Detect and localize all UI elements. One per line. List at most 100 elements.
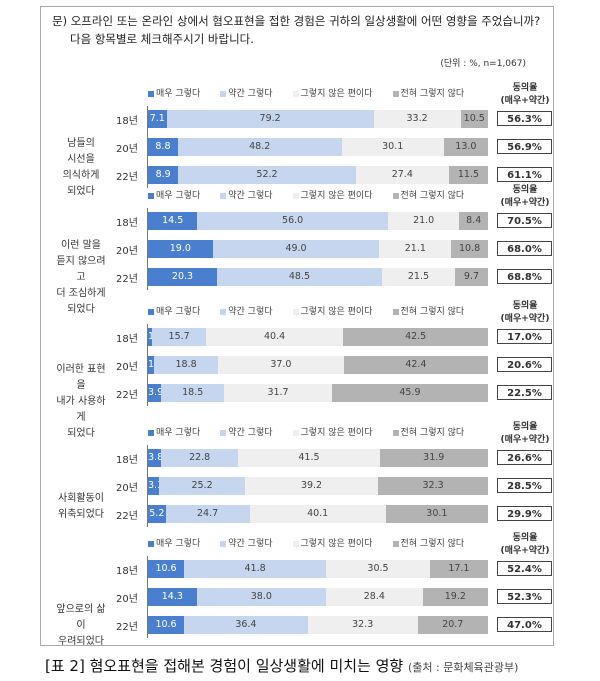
agree-header: 동의율 (매우+약간) xyxy=(494,300,556,326)
stacked-bar: 7.1 79.2 33.2 10.5 xyxy=(148,110,488,128)
category-label: 이러한 표현을 내가 사용하게 되었다 xyxy=(52,362,110,442)
stacked-bar: 20.3 48.5 21.5 9.7 xyxy=(148,268,488,286)
category-label-line: 더 조심하게 xyxy=(56,288,106,299)
year-label: 22년 xyxy=(116,390,138,401)
bar-segment: 30.1 xyxy=(385,505,488,523)
category-label-line: 되었다 xyxy=(67,304,95,315)
legend-item: 그렇지 않은 편이다 xyxy=(292,304,373,317)
legend-swatch xyxy=(292,90,299,97)
legend-swatch xyxy=(292,540,299,547)
bar-segment: 42.5 xyxy=(343,328,488,346)
bar-segment: 17.1 xyxy=(429,560,488,578)
agree-rate-box: 56.3% xyxy=(497,111,552,126)
question-line-1: 문) 오프라인 또는 온라인 상에서 혐오표현을 접한 경험은 귀하의 일상생활… xyxy=(52,14,541,28)
agree-rate-box: 68.0% xyxy=(497,241,552,256)
legend: 매우 그렇다 약간 그렇다 그렇지 않은 편이다 전혀 그렇지 않다 xyxy=(148,425,464,438)
legend-swatch xyxy=(220,90,227,97)
bar-row: 22년 10.6 36.4 32.3 20.7 47.0% xyxy=(0,616,600,634)
bar-segment: 38.0 xyxy=(196,588,326,606)
agree-rate-box: 17.0% xyxy=(497,329,552,344)
category-label-line: 내가 사용하게 xyxy=(56,396,106,423)
bar-segment: 32.3 xyxy=(378,477,488,495)
legend-swatch xyxy=(392,192,399,199)
legend-item: 매우 그렇다 xyxy=(148,304,200,317)
legend: 매우 그렇다 약간 그렇다 그렇지 않은 편이다 전혀 그렇지 않다 xyxy=(148,304,464,317)
category-label-line: 앞으로의 삶이 xyxy=(56,604,106,631)
bar-row: 22년 20.3 48.5 21.5 9.7 68.8% xyxy=(0,268,600,286)
year-label: 18년 xyxy=(116,566,138,577)
agree-header-line: (매우+약간) xyxy=(500,96,550,106)
bar-segment: 36.4 xyxy=(184,616,308,634)
legend-swatch xyxy=(220,308,227,315)
category-label-line: 남들의 xyxy=(67,138,95,149)
legend-item: 매우 그렇다 xyxy=(148,536,200,549)
agree-rate-box: 47.0% xyxy=(497,617,552,632)
legend: 매우 그렇다 약간 그렇다 그렇지 않은 편이다 전혀 그렇지 않다 xyxy=(148,188,464,201)
legend-swatch xyxy=(392,308,399,315)
legend-swatch xyxy=(392,429,399,436)
bar-segment: 31.9 xyxy=(379,449,488,467)
bar-segment: 11.5 xyxy=(448,166,488,184)
legend-swatch xyxy=(148,429,154,436)
bar-segment: 10.5 xyxy=(460,110,488,128)
bar-segment: 5.2 xyxy=(148,505,166,523)
agree-rate-box: 29.9% xyxy=(497,506,552,521)
stacked-bar: 8.9 52.2 27.4 11.5 xyxy=(148,166,488,184)
bar-segment: 3.9 xyxy=(148,384,163,402)
bar-segment: 10.6 xyxy=(148,560,185,578)
bar-segment: 14.3 xyxy=(148,588,197,606)
category-label: 앞으로의 삶이 우려되었다 xyxy=(52,602,110,650)
bar-row: 22년 5.2 24.7 40.1 30.1 29.9% xyxy=(0,505,600,523)
bar-segment: 8.9 xyxy=(148,166,179,184)
agree-header-line: (매우+약간) xyxy=(500,198,550,208)
legend-item: 그렇지 않은 편이다 xyxy=(292,425,373,438)
bar-segment: 19.2 xyxy=(422,588,488,606)
category-label-line: 의식하게 xyxy=(62,170,100,181)
bar-segment: 21.5 xyxy=(381,268,455,286)
legend: 매우 그렇다 약간 그렇다 그렇지 않은 편이다 전혀 그렇지 않다 xyxy=(148,86,464,99)
agree-rate-box: 22.5% xyxy=(497,385,552,400)
bar-segment: 79.2 xyxy=(166,110,374,128)
bar-segment: 41.5 xyxy=(238,449,380,467)
bar-segment: 9.7 xyxy=(455,268,488,286)
year-label: 20년 xyxy=(116,594,138,605)
year-label: 22년 xyxy=(116,172,138,183)
legend-item: 매우 그렇다 xyxy=(148,425,200,438)
agree-header-line: 동의율 xyxy=(512,185,538,195)
legend-swatch xyxy=(148,540,154,547)
bar-segment: 30.5 xyxy=(326,560,430,578)
stacked-bar: 14.5 56.0 21.0 8.4 xyxy=(148,212,488,230)
bar-segment: 33.2 xyxy=(373,110,461,128)
legend-swatch xyxy=(148,308,154,315)
agree-rate-box: 70.5% xyxy=(497,213,552,228)
agree-rate-box: 56.9% xyxy=(497,139,552,154)
bar-segment: 45.9 xyxy=(331,384,488,402)
bar-segment: 48.2 xyxy=(177,138,342,156)
agree-rate-box: 68.8% xyxy=(497,269,552,284)
bar-segment: 24.7 xyxy=(165,505,250,523)
legend-item: 그렇지 않은 편이다 xyxy=(292,536,373,549)
axis-line xyxy=(147,445,148,527)
stacked-bar: 1.818.837.042.4 xyxy=(148,356,488,374)
bar-segment: 14.5 xyxy=(148,212,198,230)
bar-segment: 40.4 xyxy=(205,328,344,346)
year-label: 22년 xyxy=(116,274,138,285)
bar-row: 20년 19.0 49.0 21.1 10.8 68.0% xyxy=(0,240,600,258)
bar-segment: 41.8 xyxy=(184,560,327,578)
legend-item: 전혀 그렇지 않다 xyxy=(392,536,464,549)
bar-segment: 39.2 xyxy=(244,477,379,495)
legend-item: 전혀 그렇지 않다 xyxy=(392,86,464,99)
bar-row: 20년 1.818.837.042.4 20.6% xyxy=(0,356,600,374)
bar-segment: 27.4 xyxy=(355,166,449,184)
stacked-bar: 19.0 49.0 21.1 10.8 xyxy=(148,240,488,258)
agree-header-line: 동의율 xyxy=(512,422,538,432)
agree-header-line: (매우+약간) xyxy=(500,314,550,324)
legend: 매우 그렇다 약간 그렇다 그렇지 않은 편이다 전혀 그렇지 않다 xyxy=(148,536,464,549)
bar-segment: 19.0 xyxy=(148,240,213,258)
category-label-line: 듣지 않으려고 xyxy=(56,256,106,283)
bar-row: 18년 7.1 79.2 33.2 10.5 56.3% xyxy=(0,110,600,128)
agree-header-line: 동의율 xyxy=(512,533,538,543)
legend-swatch xyxy=(148,90,154,97)
year-label: 18년 xyxy=(116,116,138,127)
bar-row: 20년 3.3 25.2 39.2 32.3 28.5% xyxy=(0,477,600,495)
